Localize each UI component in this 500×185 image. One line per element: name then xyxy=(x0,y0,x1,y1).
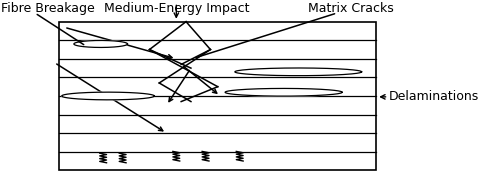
Polygon shape xyxy=(225,88,342,96)
Text: Matrix Cracks: Matrix Cracks xyxy=(308,2,394,15)
Polygon shape xyxy=(74,41,128,48)
Text: Delaminations: Delaminations xyxy=(388,90,478,103)
Text: Medium-Energy Impact: Medium-Energy Impact xyxy=(104,2,249,15)
Polygon shape xyxy=(235,68,362,76)
Bar xyxy=(59,22,376,170)
Text: Fibre Breakage: Fibre Breakage xyxy=(0,2,94,15)
Polygon shape xyxy=(62,92,154,100)
